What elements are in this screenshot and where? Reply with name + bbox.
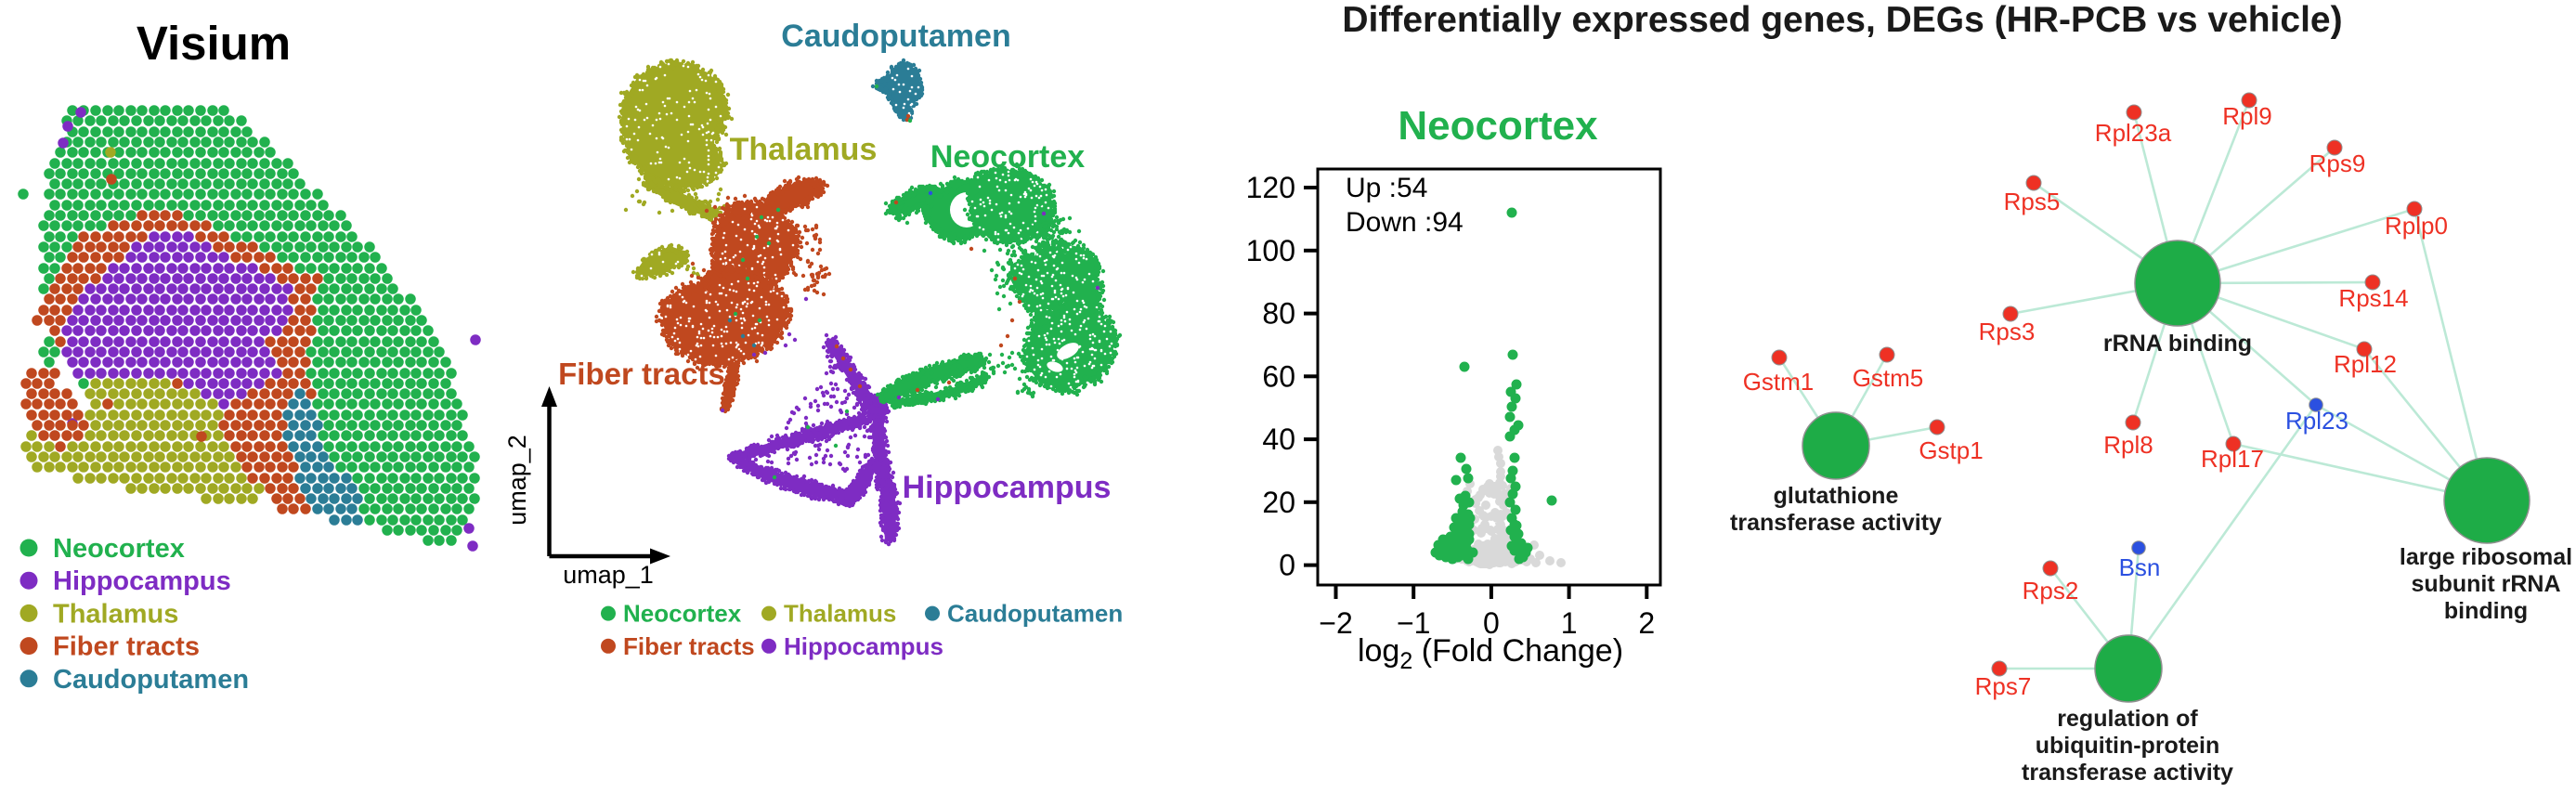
svg-text:Visium: Visium [137,17,291,70]
svg-text:umap_1: umap_1 [563,561,654,589]
svg-text:Gstm1: Gstm1 [1743,368,1815,396]
svg-text:0: 0 [1483,606,1500,640]
svg-text:Caudoputamen: Caudoputamen [947,600,1123,628]
svg-text:Down :94: Down :94 [1346,207,1464,238]
svg-text:Differentially expressed genes: Differentially expressed genes, DEGs (HR… [1342,0,2342,40]
svg-text:40: 40 [1262,422,1295,456]
svg-text:Caudoputamen: Caudoputamen [781,19,1010,54]
svg-text:Fiber tracts: Fiber tracts [623,632,755,660]
svg-text:20: 20 [1262,486,1295,519]
svg-text:120: 120 [1246,171,1295,204]
svg-text:log2 (Fold Change): log2 (Fold Change) [1358,633,1623,674]
svg-text:Hippocampus: Hippocampus [53,566,231,596]
svg-text:Rps3: Rps3 [1979,318,2036,345]
svg-text:Bsn: Bsn [2119,553,2161,581]
svg-text:Neocortex: Neocortex [930,139,1085,175]
svg-text:2: 2 [1638,606,1655,640]
svg-text:Neocortex: Neocortex [623,600,742,628]
svg-text:Caudoputamen: Caudoputamen [53,665,249,695]
svg-text:Up :54: Up :54 [1346,173,1427,203]
svg-text:binding: binding [2444,598,2528,624]
svg-text:60: 60 [1262,359,1295,393]
svg-text:regulation of: regulation of [2057,706,2198,732]
svg-text:Rpl12: Rpl12 [2334,350,2397,378]
svg-text:Fiber tracts: Fiber tracts [558,357,725,391]
svg-text:umap_2: umap_2 [503,435,531,526]
svg-text:Rps7: Rps7 [1975,672,2032,700]
svg-text:Gstm5: Gstm5 [1853,364,1924,392]
svg-text:rRNA binding: rRNA binding [2103,331,2252,357]
svg-text:Rpl23: Rpl23 [2285,407,2348,435]
svg-text:ubiquitin-protein: ubiquitin-protein [2036,733,2220,759]
svg-text:transferase activity: transferase activity [2022,760,2233,786]
svg-text:Neocortex: Neocortex [1398,103,1598,149]
svg-text:glutathione: glutathione [1774,483,1899,509]
svg-text:transferase activity: transferase activity [1730,510,1942,536]
svg-text:Fiber tracts: Fiber tracts [53,632,200,662]
svg-text:Neocortex: Neocortex [53,534,185,564]
svg-text:large ribosomal: large ribosomal [2400,544,2572,570]
svg-text:Rps9: Rps9 [2309,150,2366,177]
svg-text:Thalamus: Thalamus [730,132,878,167]
svg-text:−2: −2 [1319,606,1352,640]
svg-text:1: 1 [1561,606,1578,640]
svg-text:Rps14: Rps14 [2338,284,2408,312]
svg-text:Rplp0: Rplp0 [2385,212,2448,240]
svg-text:Gstp1: Gstp1 [1919,436,1983,464]
svg-text:Rpl8: Rpl8 [2103,431,2153,459]
svg-text:Hippocampus: Hippocampus [784,632,943,660]
svg-text:100: 100 [1246,234,1295,267]
svg-text:Hippocampus: Hippocampus [903,470,1112,505]
svg-text:80: 80 [1262,297,1295,331]
svg-text:Rpl23a: Rpl23a [2095,119,2172,147]
svg-text:0: 0 [1279,549,1295,582]
svg-text:Rps5: Rps5 [2004,188,2061,215]
svg-text:subunit rRNA: subunit rRNA [2411,571,2560,597]
svg-text:Rpl9: Rpl9 [2222,102,2271,130]
svg-text:Rps2: Rps2 [2023,577,2079,604]
svg-text:Thalamus: Thalamus [784,600,896,628]
svg-text:−1: −1 [1397,606,1430,640]
svg-text:Thalamus: Thalamus [53,599,178,629]
svg-text:Rpl17: Rpl17 [2201,445,2264,473]
